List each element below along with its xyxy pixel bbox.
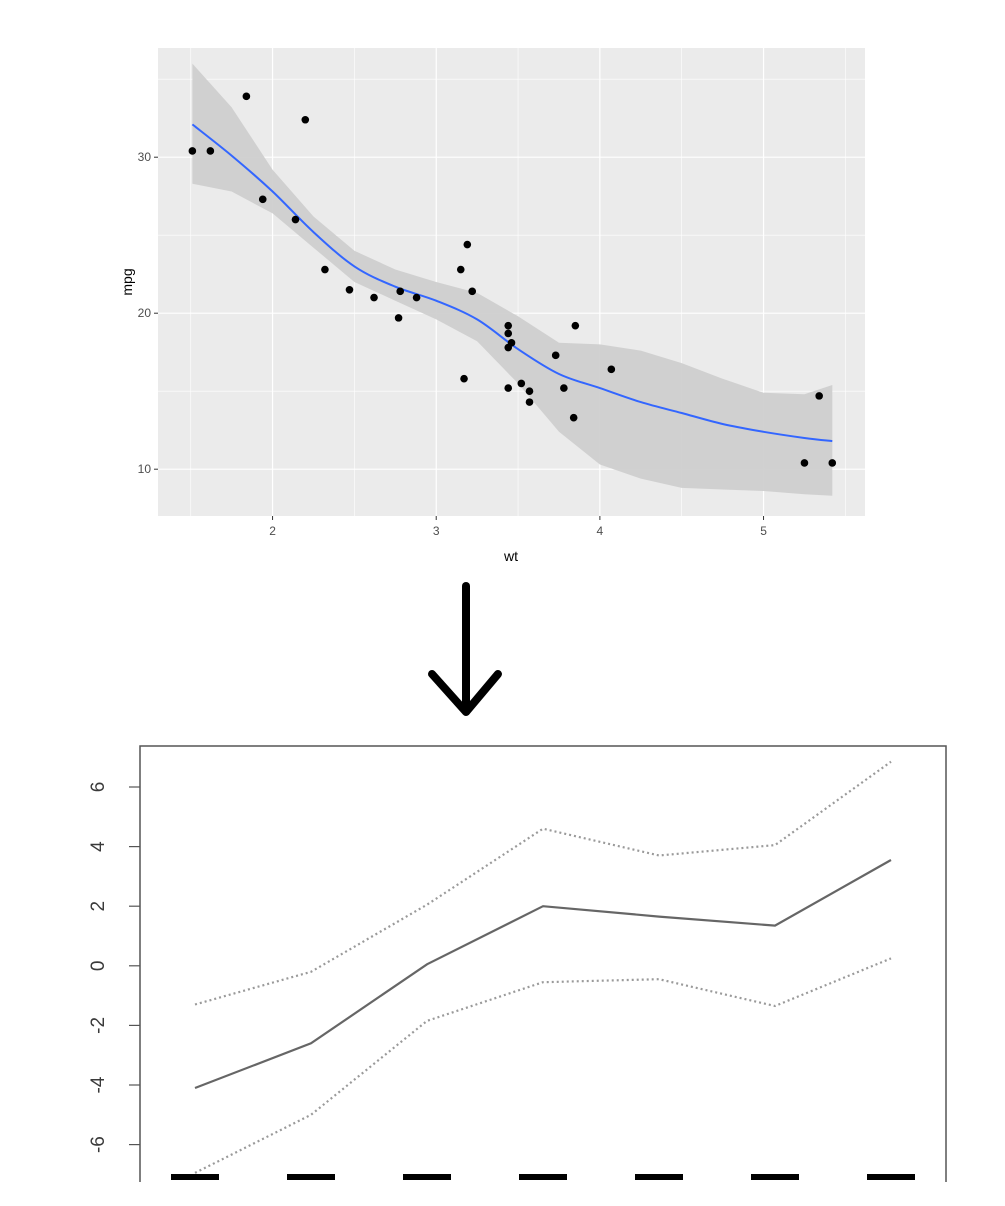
data-point xyxy=(828,459,837,467)
data-point xyxy=(560,384,568,392)
data-point xyxy=(551,351,560,360)
line-band-chart: 6 4 2 0 -2 -4 -6 xyxy=(0,745,1005,1206)
data-point xyxy=(412,293,421,302)
data-point xyxy=(188,147,197,155)
y-axis-ticks: 6 4 2 0 -2 -4 -6 xyxy=(88,782,140,1153)
y-axis-ticks: 10 20 30 xyxy=(138,150,158,476)
x-tick-label: 3 xyxy=(433,524,440,538)
data-point xyxy=(206,147,215,155)
data-point xyxy=(291,215,300,224)
rug-mark xyxy=(867,1174,915,1180)
y-tick-label: 0 xyxy=(88,961,109,972)
data-point xyxy=(345,286,354,294)
data-point xyxy=(301,115,310,124)
data-point xyxy=(525,387,534,396)
data-points xyxy=(188,92,837,467)
y-axis-title: mpg xyxy=(119,268,135,295)
y-tick-label: -6 xyxy=(88,1136,109,1153)
arrow-down-icon xyxy=(428,582,502,716)
data-point xyxy=(800,459,809,467)
data-point xyxy=(456,265,465,274)
y-tick-label: 4 xyxy=(88,841,109,852)
crop-mask xyxy=(0,1182,1005,1206)
data-point xyxy=(504,321,513,330)
data-point xyxy=(468,287,477,296)
data-point xyxy=(370,293,378,302)
y-tick-label: -2 xyxy=(88,1017,109,1034)
y-tick-label: 2 xyxy=(88,901,109,912)
band-series-line xyxy=(194,957,892,1174)
scatter-smooth-chart: 2 3 4 5 10 20 30 wt mpg xyxy=(119,48,865,564)
data-point xyxy=(507,339,516,347)
data-point xyxy=(396,287,405,296)
x-tick-label: 5 xyxy=(760,524,767,538)
data-point xyxy=(525,398,534,406)
x-axis-ticks: 2 3 4 5 xyxy=(269,516,767,538)
smooth-line xyxy=(191,123,833,443)
band-series-line xyxy=(194,760,892,1006)
data-point xyxy=(504,329,513,338)
data-point xyxy=(394,314,403,322)
data-point xyxy=(571,321,580,330)
data-point xyxy=(815,392,823,400)
y-tick-label: 6 xyxy=(88,782,109,793)
y-tick-label: -4 xyxy=(88,1076,109,1093)
data-point xyxy=(517,379,526,388)
x-tick-label: 2 xyxy=(269,524,276,538)
data-point xyxy=(569,413,578,422)
data-point xyxy=(258,195,267,204)
plot-frame xyxy=(139,745,947,1206)
series-lines xyxy=(194,760,892,1174)
rug-mark xyxy=(171,1174,219,1180)
y-tick-label: 20 xyxy=(138,306,152,320)
main-series-line xyxy=(194,859,892,1090)
data-point xyxy=(242,92,251,101)
rug-mark xyxy=(635,1174,683,1180)
data-point xyxy=(321,265,329,274)
rug-mark xyxy=(287,1174,335,1180)
y-tick-label: 10 xyxy=(138,462,152,476)
data-point xyxy=(463,240,472,249)
rug-mark xyxy=(519,1174,567,1180)
data-point xyxy=(460,374,468,383)
x-tick-label: 4 xyxy=(597,524,604,538)
x-rug-marks xyxy=(171,1174,915,1180)
rug-mark xyxy=(403,1174,451,1180)
data-point xyxy=(607,365,616,374)
x-axis-title: wt xyxy=(503,548,518,564)
data-point xyxy=(504,384,513,392)
y-tick-label: 30 xyxy=(138,150,152,164)
confidence-ribbon xyxy=(192,63,833,496)
rug-mark xyxy=(751,1174,799,1180)
